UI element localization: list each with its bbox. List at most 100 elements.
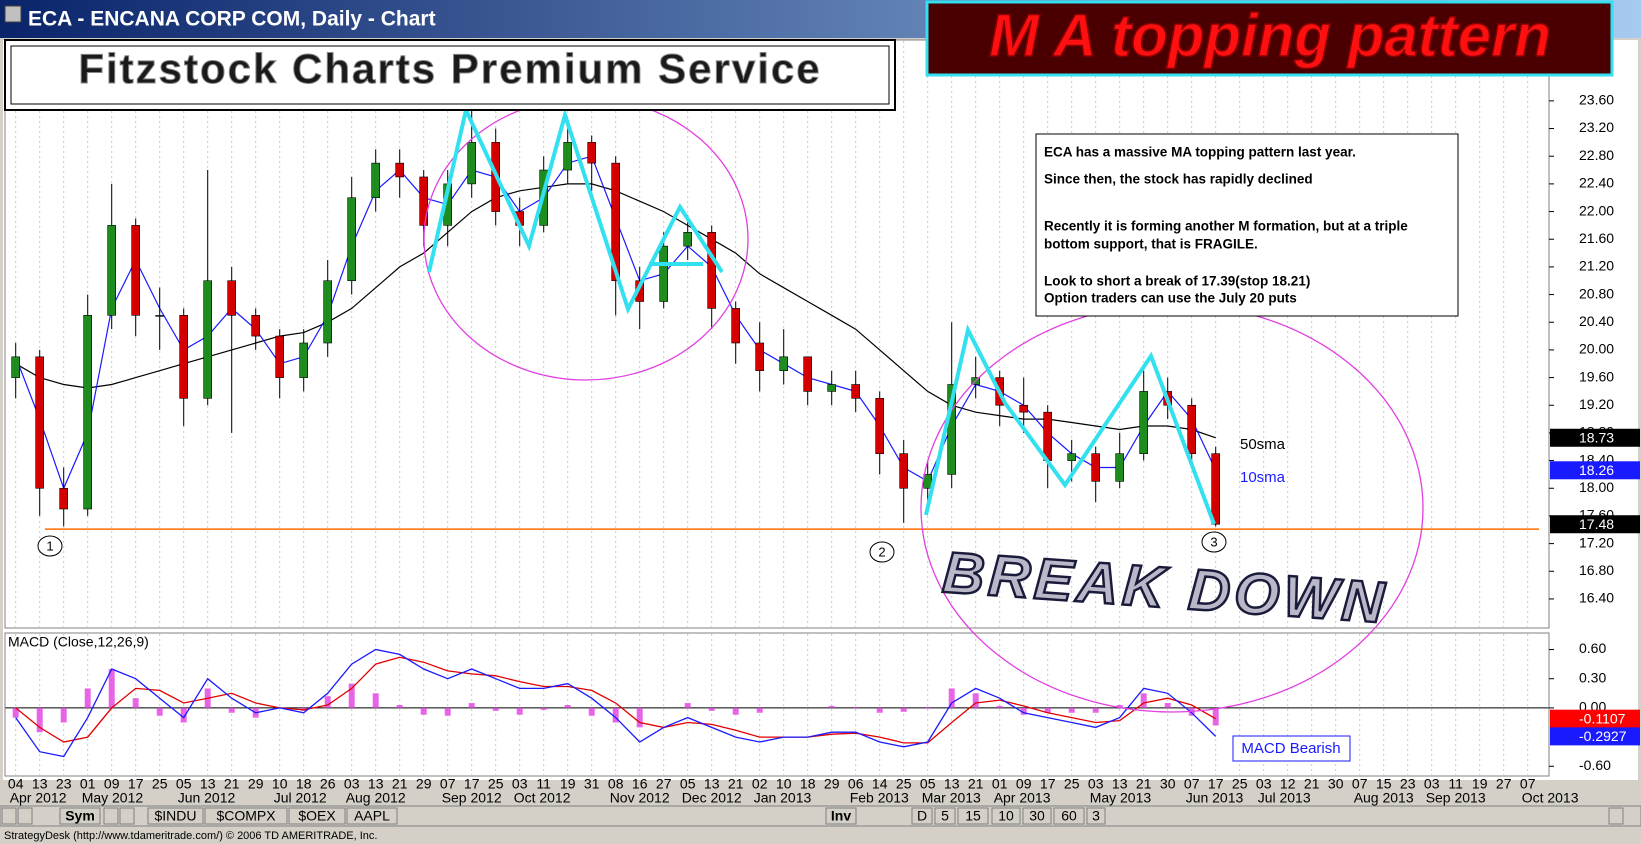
- nav-tab[interactable]: [346, 807, 398, 825]
- nav-button[interactable]: [17, 807, 33, 825]
- note-line: ECA has a massive MA topping pattern las…: [1044, 145, 1356, 160]
- x-tick-label: 08: [608, 776, 624, 792]
- x-month-label: Sep 2013: [1426, 790, 1486, 806]
- x-tick-label: 23: [1400, 776, 1416, 792]
- x-tick-label: 14: [872, 776, 888, 792]
- x-tick-label: 25: [1232, 776, 1248, 792]
- interval-tab[interactable]: [1022, 807, 1052, 825]
- histogram-bar: [132, 698, 139, 708]
- interval-tab[interactable]: [1053, 807, 1085, 825]
- x-tick-label: 13: [944, 776, 960, 792]
- banner-box: [925, 0, 1614, 77]
- interval-tab[interactable]: [1086, 807, 1106, 825]
- interval-label[interactable]: 30: [1029, 808, 1045, 824]
- y-tick-label: 20.00: [1579, 341, 1614, 357]
- interval-label[interactable]: 60: [1061, 808, 1077, 824]
- y-tick-label: 16.40: [1579, 590, 1614, 606]
- x-tick-label: 09: [104, 776, 120, 792]
- candle-body: [779, 356, 789, 371]
- nav-tab-label[interactable]: $OEX: [298, 808, 336, 824]
- nav-tab[interactable]: [204, 807, 288, 825]
- interval-label[interactable]: 15: [965, 808, 981, 824]
- nav-tab-label[interactable]: Sym: [65, 808, 95, 824]
- price-label: 17.48: [1579, 516, 1614, 532]
- histogram-bar: [516, 707, 523, 715]
- candle-body: [107, 225, 116, 316]
- y-tick-label: 22.80: [1579, 147, 1614, 163]
- candle-body: [755, 342, 765, 371]
- candle-body: [1211, 453, 1220, 525]
- histogram-bar: [444, 707, 451, 716]
- nav-tab[interactable]: [147, 807, 204, 825]
- y-tick-label: 17.20: [1579, 534, 1614, 550]
- x-month-label: May 2013: [1090, 790, 1152, 806]
- x-month-label: Jul 2012: [274, 790, 327, 806]
- interval-tab[interactable]: [911, 807, 933, 825]
- nav-tab-label[interactable]: $INDU: [154, 808, 196, 824]
- x-tick-label: 03: [512, 776, 528, 792]
- interval-label[interactable]: 10: [998, 808, 1014, 824]
- histogram-bar: [108, 668, 115, 708]
- histogram-bar: [1140, 693, 1147, 708]
- y-tick-label: 20.80: [1579, 285, 1614, 301]
- x-tick-label: 03: [1424, 776, 1440, 792]
- series-label: 50sma: [1240, 436, 1286, 453]
- price-label-box: [1550, 515, 1640, 534]
- nav-tab[interactable]: [825, 807, 857, 825]
- nav-tab-label[interactable]: $COMPX: [216, 808, 276, 824]
- y-tick-label: 16.80: [1579, 562, 1614, 578]
- nav-button[interactable]: [119, 807, 135, 825]
- x-tick-label: 11: [1448, 776, 1463, 792]
- interval-label[interactable]: D: [917, 808, 927, 824]
- x-tick-label: 03: [1088, 776, 1104, 792]
- m-pattern-line: [924, 324, 1216, 525]
- marker-label: 1: [46, 538, 53, 553]
- nav-tab-label[interactable]: AAPL: [354, 808, 390, 824]
- x-month-label: Apr 2012: [10, 790, 67, 806]
- candle-body: [1139, 391, 1148, 454]
- watermark: Fitzstock Charts Premium Service: [78, 45, 821, 92]
- candle-body: [467, 142, 477, 185]
- nav-button[interactable]: [1, 807, 17, 825]
- x-tick-label: 30: [1328, 776, 1344, 792]
- histogram-bar: [684, 703, 691, 708]
- interval-label[interactable]: 5: [941, 808, 949, 824]
- interval-tab[interactable]: [934, 807, 956, 825]
- x-month-label: May 2012: [82, 790, 144, 806]
- nav-tab-label[interactable]: Inv: [831, 808, 851, 824]
- x-tick-label: 01: [992, 776, 1008, 792]
- note-line: Look to short a break of 17.39(stop 18.2…: [1044, 274, 1310, 289]
- x-tick-label: 21: [224, 776, 240, 792]
- interval-tab[interactable]: [991, 807, 1021, 825]
- histogram-bar: [468, 703, 475, 708]
- candle-body: [1115, 453, 1124, 482]
- x-month-label: Aug 2012: [346, 790, 406, 806]
- candle-body: [563, 142, 573, 171]
- x-tick-label: 18: [800, 776, 816, 792]
- x-month-label: Jul 2013: [1258, 790, 1311, 806]
- candle-body: [1043, 411, 1052, 461]
- x-tick-label: 29: [824, 776, 840, 792]
- candle-body: [131, 225, 140, 316]
- x-tick-label: 13: [200, 776, 216, 792]
- candle-body: [875, 398, 885, 454]
- nav-tab[interactable]: [288, 807, 346, 825]
- x-tick-label: 02: [752, 776, 768, 792]
- nav-button[interactable]: [103, 807, 119, 825]
- histogram-bar: [900, 707, 907, 712]
- interval-label[interactable]: 3: [1092, 808, 1100, 824]
- candle-body: [203, 280, 212, 399]
- nav-button[interactable]: [1608, 807, 1624, 825]
- interval-tab[interactable]: [957, 807, 989, 825]
- x-tick-label: 13: [32, 776, 48, 792]
- nav-tab[interactable]: [59, 807, 101, 825]
- candle-body: [1091, 453, 1100, 482]
- x-tick-label: 21: [728, 776, 744, 792]
- candle-body: [947, 384, 957, 475]
- x-tick-label: 12: [1280, 776, 1296, 792]
- price-label-box: [1550, 709, 1640, 728]
- y-tick-label: 20.40: [1579, 313, 1614, 329]
- macd-panel-border: [4, 632, 1550, 777]
- x-tick-label: 07: [1520, 776, 1536, 792]
- candle-body: [899, 453, 909, 489]
